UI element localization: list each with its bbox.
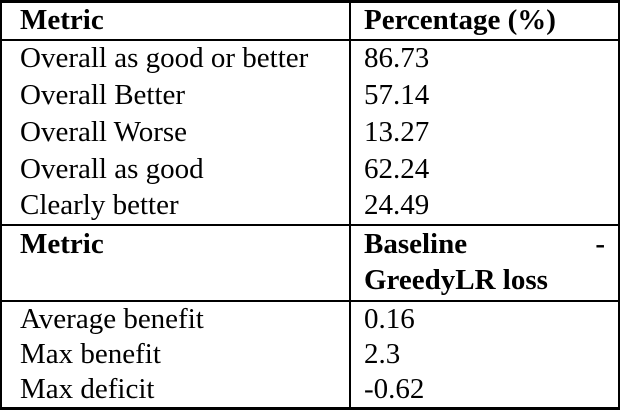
section1-value-header: Percentage (%) [350, 1, 619, 41]
section2-value-header-line2: GreedyLR loss [364, 263, 548, 296]
value-cell: 13.27 [364, 115, 430, 148]
table-row: Overall as good or better 86.73 [1, 39, 619, 77]
table-row: Average benefit 0.16 [1, 300, 619, 337]
metric-cell: Max benefit [1, 336, 351, 373]
table-row: Overall as good 62.24 [1, 150, 619, 188]
metric-cell: Overall as good [1, 150, 351, 188]
value-cell: -0.62 [364, 373, 425, 406]
value-cell: 2.3 [364, 338, 401, 370]
metric-cell: Average benefit [1, 300, 351, 337]
table-row: Max deficit -0.62 [1, 372, 619, 409]
value-cell: 24.49 [364, 189, 430, 221]
value-cell: 57.14 [364, 78, 430, 111]
metric-cell: Overall Worse [1, 113, 351, 151]
value-cell: 62.24 [364, 152, 430, 185]
table-row: Overall Worse 13.27 [1, 113, 619, 151]
section1-metric-header: Metric [1, 1, 351, 41]
value-cell: 86.73 [364, 42, 430, 74]
table-row: Max benefit 2.3 [1, 336, 619, 373]
metric-cell: Clearly better [1, 187, 351, 225]
section2-value-header-left: Baseline [364, 227, 468, 260]
metric-cell: Max deficit [1, 372, 351, 409]
section2-value-header-line1: Baseline - [364, 227, 605, 262]
section2-header-row: Metric Baseline - GreedyLR loss [1, 223, 619, 302]
table-row: Overall Better 57.14 [1, 76, 619, 114]
section1-header-row: Metric Percentage (%) [1, 1, 619, 41]
metric-cell: Overall as good or better [1, 39, 351, 77]
section2-metric-header: Metric [1, 223, 351, 302]
metric-cell: Overall Better [1, 76, 351, 114]
table-row: Clearly better 24.49 [1, 187, 619, 225]
metrics-table: Metric Percentage (%) Overall as good or… [0, 0, 620, 410]
value-cell: 0.16 [364, 302, 415, 335]
section2-value-header: Baseline - GreedyLR loss [350, 223, 619, 302]
section2-value-header-dash: - [595, 227, 605, 260]
section2-metric-header-label: Metric [20, 227, 104, 260]
